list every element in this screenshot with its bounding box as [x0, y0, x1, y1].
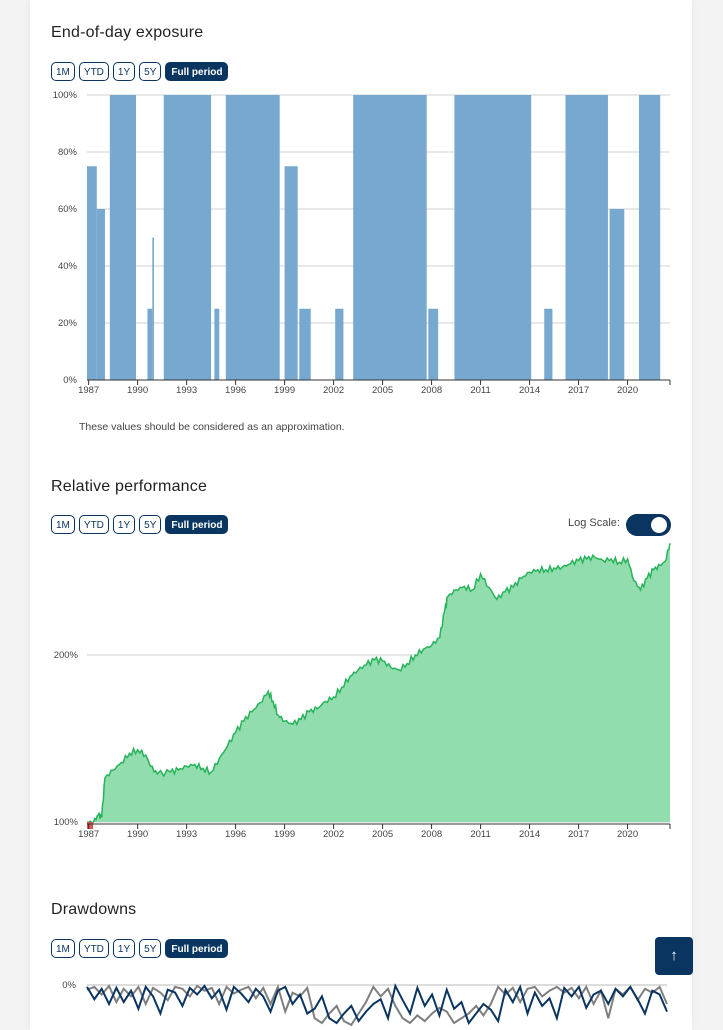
range-1y-button[interactable]: 1Y	[112, 939, 136, 958]
x-tick-label: 1996	[225, 829, 246, 840]
exposure-bar	[335, 308, 344, 380]
y-tick-label: 80%	[58, 147, 78, 158]
x-tick-label: 2020	[617, 385, 638, 396]
range-5y-button[interactable]: 5Y	[139, 515, 162, 534]
x-tick-label: 2005	[372, 829, 393, 840]
exposure-bar	[109, 95, 136, 380]
approximation-note: These values should be considered as an …	[79, 421, 345, 433]
range-full-period-button[interactable]: Full period	[165, 62, 229, 81]
x-tick-label: 2002	[323, 829, 344, 840]
exposure-bar	[544, 308, 553, 380]
exposure-bar	[96, 209, 105, 380]
range-1m-button[interactable]: 1M	[51, 515, 75, 534]
range-ytd-button[interactable]: YTD	[78, 62, 109, 81]
x-tick-label: 1987	[78, 385, 99, 396]
log-scale-label: Log Scale:	[568, 517, 620, 529]
x-tick-label: 2017	[568, 385, 589, 396]
x-tick-label: 1987	[78, 829, 99, 840]
x-tick-label: 1999	[274, 385, 295, 396]
range-1y-button[interactable]: 1Y	[112, 515, 136, 534]
x-tick-label: 2005	[372, 385, 393, 396]
exposure-bar	[225, 95, 280, 380]
exposure-bar	[163, 95, 212, 380]
exposure-bar	[454, 95, 532, 380]
y-tick-label: 20%	[58, 318, 78, 329]
range-full-period-button[interactable]: Full period	[165, 939, 229, 958]
x-tick-label: 2014	[519, 385, 540, 396]
y-tick-label: 60%	[58, 204, 78, 215]
x-tick-label: 2014	[519, 829, 540, 840]
performance-area	[87, 543, 670, 824]
relative-range-buttons: 1M YTD 1Y 5Y Full period	[51, 515, 229, 534]
range-full-period-button[interactable]: Full period	[165, 515, 229, 534]
exposure-bar	[565, 95, 608, 380]
relative-performance-chart: 100% 200% 1987 1990 1993 1996 1999 2002 2005 2008…	[54, 543, 671, 840]
x-tick-label: 1990	[127, 829, 148, 840]
exposure-chart: 0% 20% 40% 60% 80% 100% 1987 1990 1993 1996 1999 20…	[53, 90, 671, 396]
y-tick-label: 0%	[62, 980, 76, 991]
exposure-bar	[87, 166, 97, 380]
exposure-bar	[299, 308, 311, 380]
y-tick-label: 200%	[54, 650, 79, 661]
x-tick-label: 1996	[225, 385, 246, 396]
range-ytd-button[interactable]: YTD	[78, 939, 109, 958]
drawdown-line-benchmark	[86, 983, 668, 1027]
x-tick-label: 2020	[617, 829, 638, 840]
x-tick-label: 2002	[323, 385, 344, 396]
x-tick-label: 2011	[470, 829, 490, 840]
range-1m-button[interactable]: 1M	[51, 62, 75, 81]
range-1y-button[interactable]: 1Y	[112, 62, 136, 81]
y-tick-label: 40%	[58, 261, 78, 272]
exposure-bar	[147, 308, 153, 380]
log-scale-toggle[interactable]	[626, 514, 671, 536]
exposure-bar	[152, 237, 154, 380]
exposure-bar	[353, 95, 427, 380]
toggle-knob	[651, 517, 667, 533]
performance-line	[86, 543, 671, 825]
y-tick-label: 100%	[53, 90, 78, 101]
x-tick-label: 2008	[421, 829, 442, 840]
range-1m-button[interactable]: 1M	[51, 939, 75, 958]
exposure-bar	[284, 166, 298, 380]
drawdown-line-strategy	[86, 983, 668, 1026]
x-tick-label: 1993	[176, 829, 197, 840]
range-5y-button[interactable]: 5Y	[139, 62, 162, 81]
x-tick-label: 1993	[176, 385, 197, 396]
exposure-bar	[428, 308, 439, 380]
range-ytd-button[interactable]: YTD	[78, 515, 109, 534]
drawdowns-chart: 0%	[62, 980, 668, 1027]
exposure-range-buttons: 1M YTD 1Y 5Y Full period	[51, 62, 229, 81]
x-tick-label: 2017	[568, 829, 589, 840]
drawdowns-title: Drawdowns	[51, 901, 137, 918]
exposure-bar	[609, 209, 625, 380]
y-tick-label: 100%	[54, 817, 79, 828]
exposure-title: End-of-day exposure	[51, 24, 204, 41]
range-5y-button[interactable]: 5Y	[139, 939, 162, 958]
scroll-to-top-button[interactable]: ↑	[655, 937, 693, 975]
underperformance-area	[87, 822, 93, 829]
drawdowns-range-buttons: 1M YTD 1Y 5Y Full period	[51, 939, 229, 958]
exposure-bar	[214, 308, 220, 380]
relative-performance-title: Relative performance	[51, 478, 208, 495]
x-tick-label: 1990	[127, 385, 148, 396]
exposure-bar	[638, 95, 661, 380]
x-tick-label: 2011	[470, 385, 490, 396]
y-tick-label: 0%	[63, 375, 77, 386]
x-tick-label: 1999	[274, 829, 295, 840]
x-tick-label: 2008	[421, 385, 442, 396]
